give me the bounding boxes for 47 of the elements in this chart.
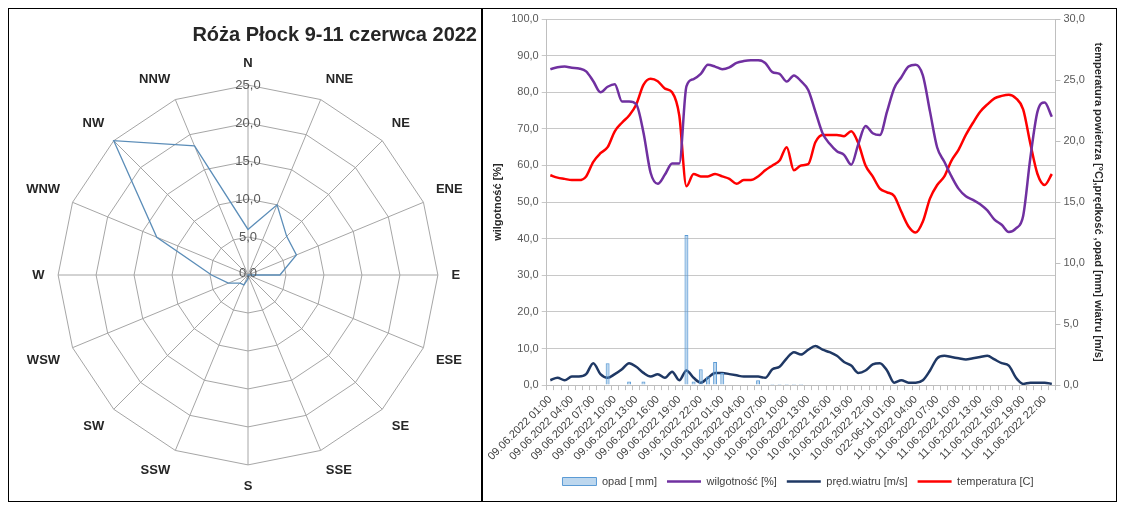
chart-title: Róża Płock 9-11 czerwca 2022 xyxy=(192,22,477,45)
spoke-label: NE xyxy=(391,114,411,130)
y2-axis-title: temperatura powietrza [°C],prędkość ,opad [mm] wiatru [m/s] xyxy=(1093,42,1106,362)
y-tick-label: 80,0 xyxy=(517,85,539,98)
legend-label: wilgotność [%] xyxy=(705,474,777,487)
spoke-label: SSW xyxy=(140,462,171,478)
y-tick-label: 20,0 xyxy=(235,114,261,130)
y2-tick-label: 0,0 xyxy=(1063,378,1079,391)
y-tick-label: 25,0 xyxy=(235,76,261,92)
y-tick-label: 70,0 xyxy=(517,121,539,134)
spoke-label: S xyxy=(243,477,253,493)
spoke-label: WSW xyxy=(26,352,61,368)
spoke-label: WNW xyxy=(26,180,61,196)
y2-tick-label: 10,0 xyxy=(1063,256,1085,269)
legend-label: pręd.wiatru [m/s] xyxy=(826,474,908,487)
spoke-label: E xyxy=(451,266,461,282)
spoke-label: NW xyxy=(82,114,105,130)
spoke-label: NNE xyxy=(325,70,354,86)
spoke-label: SE xyxy=(391,418,410,434)
legend-label: temperatura [C] xyxy=(957,474,1034,487)
spoke-label: NNW xyxy=(139,70,171,86)
y-tick-label: 0,0 xyxy=(238,264,258,280)
spoke-label: SSE xyxy=(325,462,353,478)
y-tick-label: 0,0 xyxy=(523,378,539,391)
y-tick-label: 90,0 xyxy=(517,48,539,61)
y2-tick-label: 5,0 xyxy=(1063,317,1079,330)
spoke-label: N xyxy=(243,55,253,71)
y-tick-label: 50,0 xyxy=(517,195,539,208)
spoke-label: W xyxy=(32,266,46,282)
spoke-label: SW xyxy=(83,418,105,434)
y-tick-label: 60,0 xyxy=(517,158,539,171)
y-axis-title: wilgotność [%] xyxy=(490,162,503,242)
y-tick-label: 20,0 xyxy=(517,304,539,317)
y2-tick-label: 20,0 xyxy=(1063,134,1085,147)
y2-tick-label: 25,0 xyxy=(1063,73,1085,86)
y-tick-label: 10,0 xyxy=(235,190,261,206)
y-tick-label: 15,0 xyxy=(235,152,261,168)
y-tick-label: 100,0 xyxy=(511,12,539,25)
y-tick-label: 5,0 xyxy=(238,228,258,244)
spoke-label: ESE xyxy=(435,352,463,368)
legend-label: opad [ mm] xyxy=(601,474,658,487)
y-tick-label: 10,0 xyxy=(517,341,539,354)
spoke-label: ENE xyxy=(435,180,463,196)
y-tick-label: 40,0 xyxy=(517,231,539,244)
y-tick-label: 30,0 xyxy=(517,268,539,281)
y2-tick-label: 15,0 xyxy=(1063,195,1085,208)
y2-tick-label: 30,0 xyxy=(1063,12,1085,25)
